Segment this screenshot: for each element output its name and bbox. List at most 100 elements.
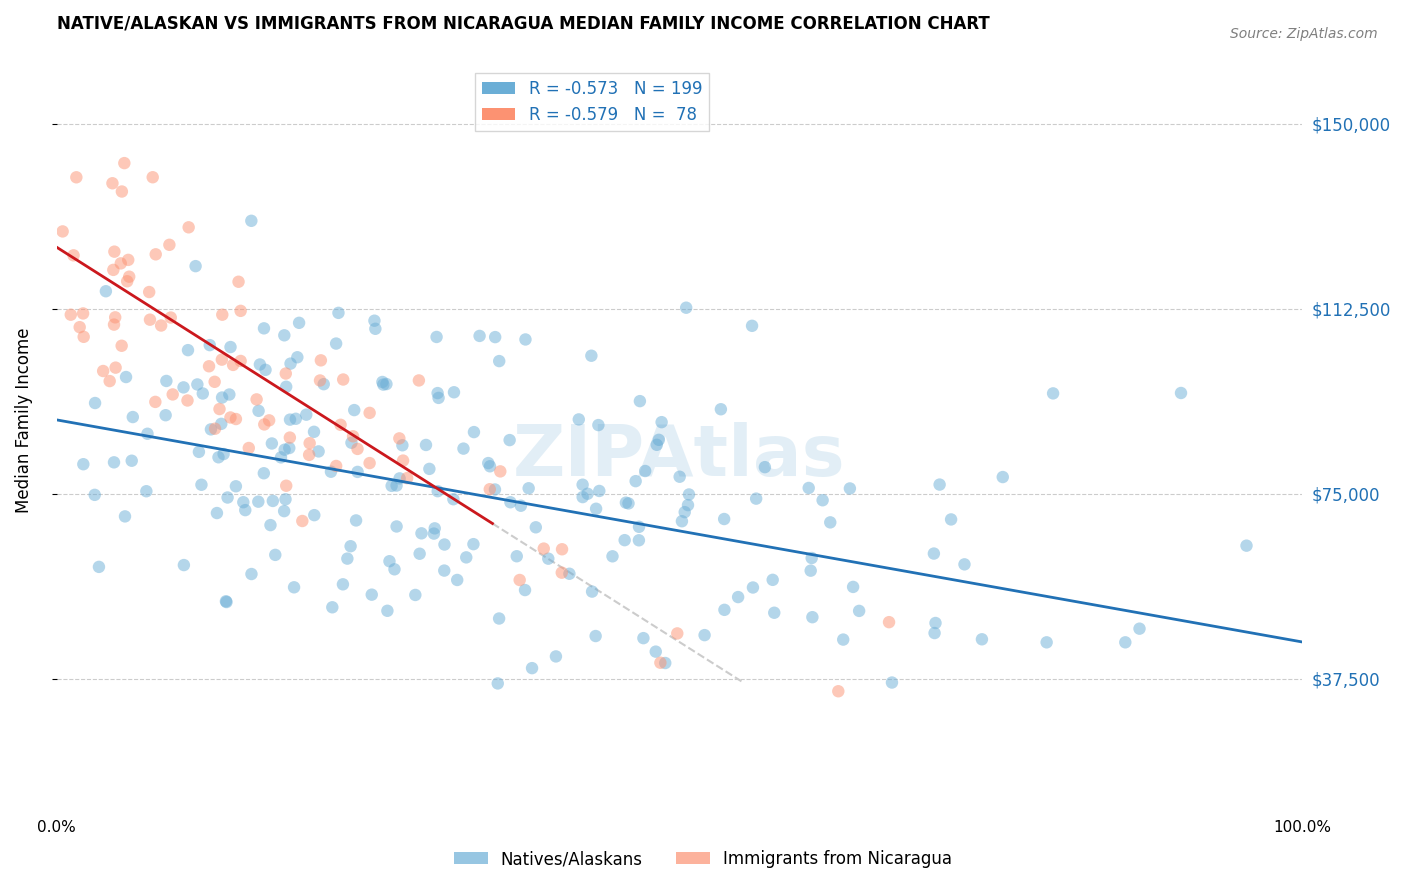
blue (388, 471, 411, 485)
pink (298, 448, 321, 462)
blue (344, 513, 367, 527)
blue (391, 438, 413, 452)
blue (321, 600, 343, 615)
pink (211, 308, 233, 322)
blue (262, 494, 284, 508)
pink (177, 220, 200, 235)
pink (238, 441, 260, 455)
blue (288, 316, 311, 330)
pink (91, 364, 114, 378)
blue (520, 661, 543, 675)
blue (544, 649, 567, 664)
blue (498, 433, 520, 447)
blue (155, 408, 177, 422)
blue (304, 508, 326, 523)
pink (291, 514, 314, 528)
blue (811, 493, 834, 508)
blue (247, 494, 270, 508)
blue (225, 479, 247, 493)
blue (343, 403, 366, 417)
pink (478, 482, 501, 496)
blue (83, 488, 105, 502)
blue (312, 377, 335, 392)
pink (139, 312, 162, 326)
blue (418, 462, 440, 476)
blue (232, 495, 254, 509)
blue (477, 456, 499, 470)
blue (463, 425, 485, 439)
blue (668, 469, 690, 483)
blue (415, 438, 437, 452)
blue (571, 477, 593, 491)
blue (377, 604, 399, 618)
pink (157, 237, 180, 252)
blue (588, 483, 610, 498)
blue (218, 387, 240, 401)
blue (745, 491, 768, 506)
blue (1042, 386, 1064, 401)
blue (94, 284, 117, 298)
pink (229, 354, 252, 368)
blue (114, 509, 136, 524)
blue (645, 438, 668, 452)
blue (308, 444, 330, 458)
blue (339, 539, 361, 553)
pink (142, 170, 165, 185)
blue (671, 514, 693, 528)
blue (155, 374, 177, 388)
pink (392, 453, 415, 467)
blue (880, 675, 903, 690)
blue (264, 548, 287, 562)
blue (613, 533, 636, 548)
blue (506, 549, 529, 564)
blue (513, 583, 536, 598)
blue (453, 442, 475, 456)
pink (666, 626, 689, 640)
pink (115, 274, 138, 288)
blue (215, 594, 238, 608)
blue (404, 588, 426, 602)
pink (359, 406, 381, 420)
pink (162, 387, 184, 401)
blue (276, 380, 298, 394)
pink (276, 479, 298, 493)
blue (381, 479, 404, 493)
blue (273, 504, 295, 518)
pink (253, 417, 276, 432)
blue (581, 349, 603, 363)
blue (219, 340, 242, 354)
Legend: Natives/Alaskans, Immigrants from Nicaragua: Natives/Alaskans, Immigrants from Nicara… (447, 844, 959, 875)
blue (651, 415, 673, 429)
blue (423, 526, 446, 541)
pink (396, 471, 419, 485)
pink (309, 374, 332, 388)
pink (111, 185, 134, 199)
blue (634, 464, 657, 478)
blue (278, 412, 301, 426)
Legend: R = -0.573   N = 199, R = -0.579   N =  78: R = -0.573 N = 199, R = -0.579 N = 78 (475, 73, 709, 130)
blue (517, 481, 540, 495)
blue (115, 370, 138, 384)
blue (408, 547, 430, 561)
pink (198, 359, 221, 374)
blue (486, 676, 509, 690)
blue (797, 481, 820, 495)
blue (427, 391, 450, 405)
pink (489, 464, 512, 478)
pink (329, 417, 352, 432)
pink (388, 431, 411, 445)
blue (741, 318, 763, 333)
blue (1114, 635, 1136, 649)
pink (877, 615, 900, 629)
blue (384, 562, 406, 576)
pink (509, 573, 531, 587)
blue (336, 551, 359, 566)
blue (654, 656, 676, 670)
blue (848, 604, 870, 618)
blue (568, 412, 591, 426)
pink (309, 353, 332, 368)
blue (426, 330, 449, 344)
blue (274, 492, 297, 507)
blue (433, 537, 456, 551)
blue (524, 520, 547, 534)
